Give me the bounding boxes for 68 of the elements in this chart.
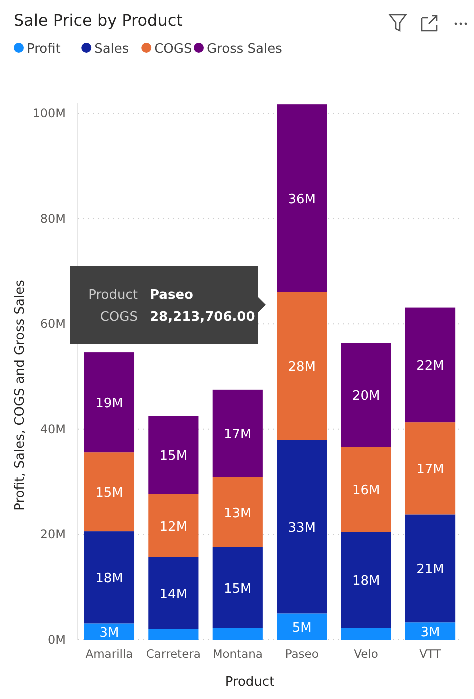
data-label: 5M — [292, 620, 312, 636]
bar — [277, 440, 328, 614]
y-tick-label: 0M — [48, 633, 66, 647]
legend-label: COGS — [154, 42, 192, 57]
y-axis-title: Profit, Sales, COGS and Gross Sales — [13, 280, 28, 511]
data-label: 15M — [96, 486, 124, 502]
bar — [405, 308, 456, 423]
x-tick-label: Montana — [212, 647, 263, 661]
bar — [277, 292, 328, 440]
chart-title: Sale Price by Product — [14, 11, 183, 30]
bar — [341, 628, 392, 640]
legend-label: Gross Sales — [207, 42, 283, 57]
bar — [212, 477, 263, 548]
x-tick-label: Paseo — [285, 647, 319, 661]
data-label: 18M — [352, 574, 380, 590]
data-label: 14M — [160, 587, 188, 602]
data-label: 12M — [160, 520, 188, 535]
data-label: 36M — [288, 192, 316, 208]
data-label: 21M — [416, 562, 444, 578]
x-tick-label: VTT — [420, 647, 442, 661]
bar — [212, 390, 263, 478]
bar — [277, 614, 328, 640]
x-tick-label: Carretera — [146, 647, 201, 661]
data-label: 13M — [224, 506, 252, 522]
bar — [148, 557, 199, 630]
data-label: 18M — [96, 572, 124, 587]
annotation: COGS — [100, 310, 138, 325]
data-label: 19M — [96, 396, 124, 412]
data-label: 3M — [420, 625, 440, 640]
bar — [341, 447, 392, 532]
legend-label: Profit — [27, 42, 61, 57]
bar — [405, 622, 456, 640]
data-label: 17M — [224, 428, 252, 443]
data-label: 15M — [224, 582, 252, 597]
bar — [84, 624, 135, 640]
x-tick-label: Amarilla — [86, 647, 134, 661]
bar — [148, 494, 199, 558]
data-label: 17M — [416, 462, 444, 478]
annotation: 28,213,706.00 — [150, 310, 256, 325]
annotation: Product — [88, 288, 138, 303]
data-label: 3M — [100, 626, 120, 641]
bar — [148, 629, 199, 640]
data-label: 15M — [160, 449, 188, 464]
y-tick-label: 60M — [40, 317, 66, 332]
y-tick-label: 20M — [40, 528, 66, 542]
bar — [405, 422, 456, 515]
bar — [84, 352, 135, 453]
bar — [341, 532, 392, 628]
y-tick-label: 100M — [32, 106, 66, 121]
x-tick-label: Velo — [354, 647, 378, 661]
x-axis-title: Product — [225, 675, 275, 690]
data-label: 28M — [288, 360, 316, 376]
y-tick-label: 40M — [40, 422, 66, 436]
bar — [84, 452, 135, 532]
bar — [405, 514, 456, 623]
data-label: 22M — [416, 359, 444, 374]
annotation: Paseo — [150, 288, 194, 303]
bar — [84, 532, 135, 624]
y-tick-label: 80M — [40, 212, 66, 226]
bar — [277, 104, 328, 292]
bar — [341, 343, 392, 448]
data-label: 16M — [352, 484, 380, 499]
data-label: 20M — [352, 389, 380, 404]
legend-label: Sales — [94, 42, 130, 57]
bar — [148, 416, 199, 494]
bar — [212, 628, 263, 640]
bar — [212, 547, 263, 628]
data-label: 33M — [288, 521, 316, 536]
